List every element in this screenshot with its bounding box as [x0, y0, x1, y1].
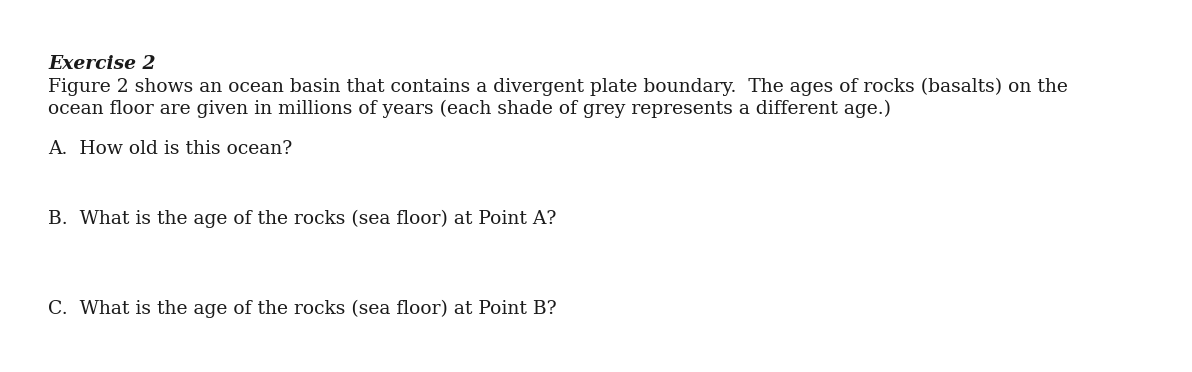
Text: B.  What is the age of the rocks (sea floor) at Point A?: B. What is the age of the rocks (sea flo…: [48, 210, 557, 228]
Text: Exercise 2: Exercise 2: [48, 55, 155, 73]
Text: Figure 2 shows an ocean basin that contains a divergent plate boundary.  The age: Figure 2 shows an ocean basin that conta…: [48, 78, 1068, 96]
Text: C.  What is the age of the rocks (sea floor) at Point B?: C. What is the age of the rocks (sea flo…: [48, 300, 557, 318]
Text: A.  How old is this ocean?: A. How old is this ocean?: [48, 140, 292, 158]
Text: ocean floor are given in millions of years (each shade of grey represents a diff: ocean floor are given in millions of yea…: [48, 100, 890, 118]
